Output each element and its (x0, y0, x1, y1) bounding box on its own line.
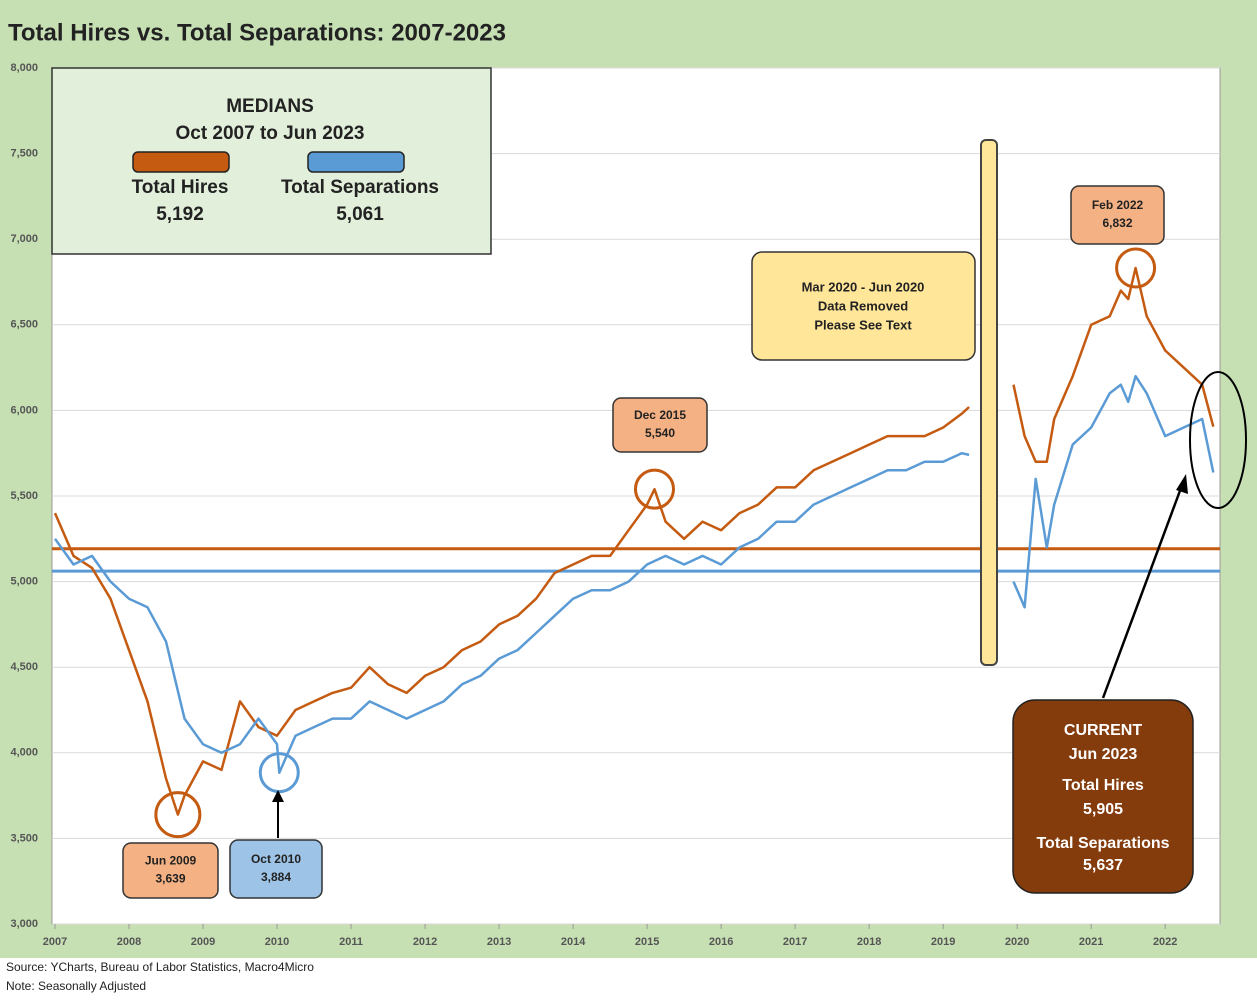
annotation-circle (258, 752, 300, 794)
y-tick-label: 7,000 (10, 233, 38, 245)
x-tick-label: 2020 (1005, 936, 1029, 948)
x-tick-label: 2010 (265, 936, 289, 948)
median-value: 5,061 (336, 204, 384, 225)
annotation-label: Dec 2015 (634, 408, 686, 422)
medians-period: Oct 2007 to Jun 2023 (175, 123, 364, 144)
annotation-circle (154, 791, 202, 839)
y-tick-label: 4,000 (10, 747, 38, 759)
current-text: Jun 2023 (1069, 746, 1138, 763)
legend-swatch (307, 151, 405, 173)
legend-swatch (132, 151, 230, 173)
current-box (1012, 699, 1194, 894)
current-text: Total Separations (1036, 835, 1169, 852)
series-line (53, 266, 1215, 816)
x-tick-label: 2022 (1153, 936, 1177, 948)
data-removed-bar (980, 139, 998, 666)
x-tick-label: 2021 (1079, 936, 1103, 948)
medians-box (51, 67, 492, 255)
note: Note: Seasonally Adjusted (6, 979, 146, 993)
y-tick-label: 6,000 (10, 404, 38, 416)
annotation-circle (1115, 247, 1157, 289)
x-tick-label: 2008 (117, 936, 141, 948)
current-text: CURRENT (1064, 722, 1142, 739)
current-text: Total Hires (1062, 777, 1144, 794)
x-tick-label: 2012 (413, 936, 437, 948)
y-tick-label: 3,000 (10, 918, 38, 930)
arrow-head (272, 790, 284, 802)
y-tick-label: 4,500 (10, 661, 38, 673)
x-tick-label: 2019 (931, 936, 955, 948)
gap-note: Data Removed (818, 298, 908, 313)
annotation-value: 3,884 (261, 870, 291, 884)
y-tick-label: 5,500 (10, 490, 38, 502)
x-tick-label: 2016 (709, 936, 733, 948)
x-tick-label: 2018 (857, 936, 881, 948)
annotation-value: 6,832 (1102, 216, 1132, 230)
current-text: 5,637 (1083, 857, 1123, 874)
gap-note: Mar 2020 - Jun 2020 (802, 279, 925, 294)
annotation-box (122, 842, 219, 899)
x-tick-label: 2017 (783, 936, 807, 948)
annotation-label: Feb 2022 (1092, 198, 1144, 212)
current-text: 5,905 (1083, 801, 1123, 818)
x-tick-label: 2014 (561, 936, 586, 948)
current-arrow (1101, 487, 1183, 699)
gap-note-box (751, 251, 976, 361)
annotation-box (1070, 185, 1165, 245)
current-ellipse (1189, 371, 1247, 509)
y-tick-label: 6,500 (10, 319, 38, 331)
y-tick-label: 7,500 (10, 148, 38, 160)
y-tick-label: 5,000 (10, 576, 38, 588)
x-tick-label: 2007 (43, 936, 67, 948)
y-tick-label: 3,500 (10, 832, 38, 844)
legend-label: Total Separations (281, 177, 439, 198)
median-value: 5,192 (156, 204, 204, 225)
x-tick-label: 2013 (487, 936, 511, 948)
x-tick-label: 2015 (635, 936, 659, 948)
x-tick-label: 2009 (191, 936, 215, 948)
annotation-label: Jun 2009 (145, 854, 197, 868)
annotation-value: 5,540 (645, 426, 675, 440)
source-note: Source: YCharts, Bureau of Labor Statist… (6, 960, 314, 974)
y-tick-label: 8,000 (10, 62, 38, 74)
medians-title: MEDIANS (226, 96, 314, 117)
footer-background (0, 958, 1257, 1000)
legend-label: Total Hires (132, 177, 229, 198)
series-line (53, 374, 1215, 774)
current-arrow-head (1176, 474, 1188, 494)
annotation-circle (634, 468, 676, 510)
annotation-box (229, 839, 323, 899)
annotation-value: 3,639 (155, 872, 185, 886)
annotation-label: Oct 2010 (251, 852, 301, 866)
annotation-box (612, 397, 708, 453)
chart-title: Total Hires vs. Total Separations: 2007-… (8, 19, 506, 46)
gap-note: Please See Text (814, 317, 912, 332)
x-tick-label: 2011 (339, 936, 363, 948)
